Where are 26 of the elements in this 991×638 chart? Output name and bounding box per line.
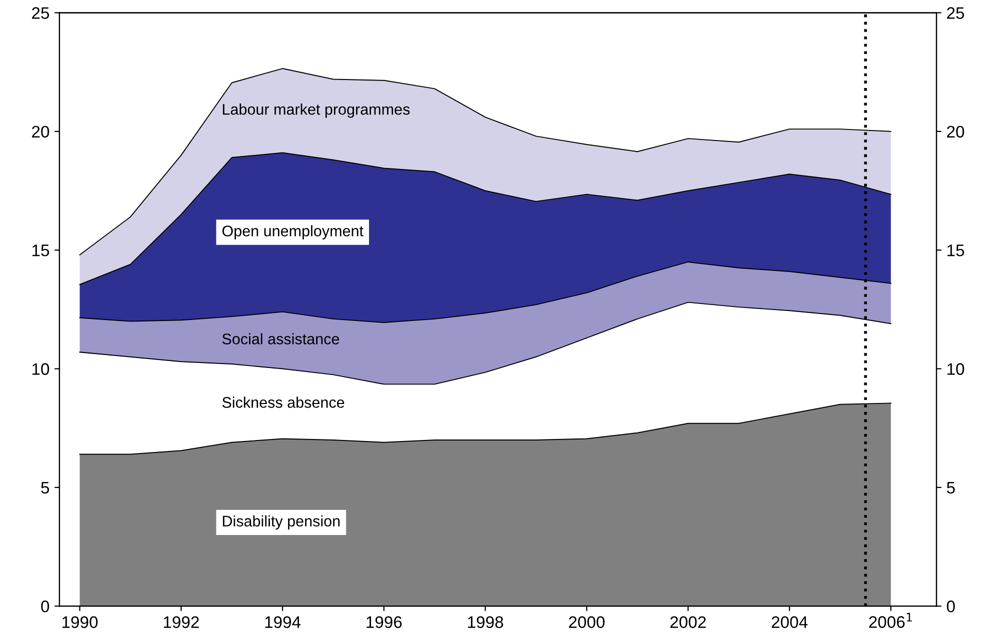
x-tick-label: 1992	[164, 616, 199, 628]
y-tick-label: 15	[32, 244, 50, 256]
y2-tick-label: 10	[947, 363, 964, 375]
y-tick-label: 20	[32, 126, 50, 138]
series-label: Sickness absence	[222, 396, 344, 408]
y2-tick-label: 20	[947, 126, 964, 138]
y-tick-label: 0	[41, 600, 50, 612]
x-tick-label: 2006$^{1}$	[869, 612, 912, 628]
x-tick-label: 1990	[62, 616, 98, 628]
y2-tick-label: 15	[947, 244, 964, 256]
y2-tick-label: 25	[947, 7, 964, 19]
series-label: Social assistance	[222, 333, 340, 344]
y2-tick-label: 5	[946, 482, 955, 494]
series-label: Labour market programmes	[222, 104, 410, 118]
series-label: Open unemployment	[222, 225, 364, 240]
series-label: Disability pension	[222, 515, 340, 530]
y-tick-label: 5	[41, 482, 50, 494]
x-tick-label: 1996	[366, 616, 402, 628]
y2-tick-label: 0	[946, 600, 955, 612]
y-tick-label: 25	[32, 7, 50, 19]
x-tick-label: 2000	[568, 616, 605, 628]
y-tick-label: 10	[32, 363, 50, 375]
x-tick-label: 2002	[670, 616, 706, 628]
x-tick-label: 1998	[468, 616, 504, 628]
x-tick-label: 2004	[772, 616, 808, 628]
x-tick-label: 1994	[265, 616, 301, 628]
